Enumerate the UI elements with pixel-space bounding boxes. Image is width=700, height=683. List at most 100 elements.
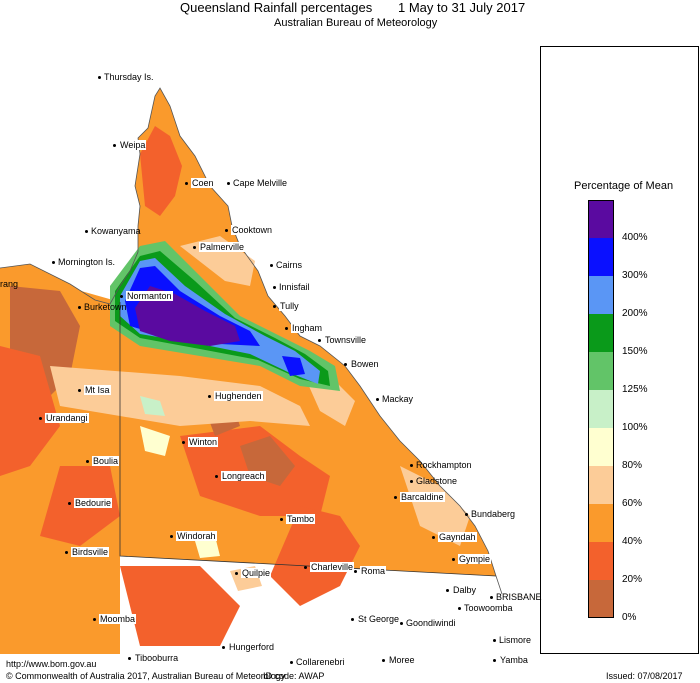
town-marker: [410, 480, 413, 484]
town-marker: [273, 305, 276, 309]
town-name: Quilpie: [241, 568, 272, 578]
footer-issued: Issued: 07/08/2017: [606, 671, 683, 681]
town-label: Winton: [182, 437, 219, 447]
legend-swatch: [588, 504, 614, 542]
town-label: Tambo: [280, 514, 316, 524]
footer-copyright: © Commonwealth of Australia 2017, Austra…: [6, 671, 286, 681]
town-name: Winton: [188, 437, 219, 447]
town-name: Mornington Is.: [58, 257, 116, 267]
legend-swatch: [588, 238, 614, 276]
town-marker: [452, 558, 455, 562]
legend-label: 300%: [622, 270, 648, 281]
town-marker: [78, 389, 81, 393]
town-name: Bowen: [350, 359, 380, 369]
town-name: Mt Isa: [84, 385, 111, 395]
town-marker: [113, 144, 116, 148]
town-label: Mackay: [376, 394, 413, 404]
town-label: Mornington Is.: [52, 257, 115, 267]
town-name: Dalby: [452, 585, 478, 595]
town-name: BRISBANE: [496, 592, 542, 602]
town-label: Quilpie: [235, 568, 272, 578]
town-marker: [400, 622, 403, 626]
town-label: Bowen: [344, 359, 380, 369]
town-marker: [351, 618, 354, 622]
town-marker: [344, 363, 347, 367]
town-name: Palmerville: [199, 242, 246, 252]
town-label: Barcaldine: [394, 492, 445, 502]
town-name: Charleville: [310, 562, 355, 572]
town-name: Yamba: [499, 655, 529, 665]
legend-label: 100%: [622, 422, 648, 433]
town-label: Birdsville: [65, 547, 110, 557]
town-label: Hughenden: [208, 391, 263, 401]
town-name: Bedourie: [74, 498, 113, 508]
map-title: Queensland Rainfall percentages 1 May to…: [180, 0, 525, 15]
town-marker: [225, 229, 228, 233]
legend-swatch: [588, 200, 614, 238]
town-label: Ingham: [285, 323, 324, 333]
town-name: Hughenden: [214, 391, 263, 401]
town-label: Goondiwindi: [400, 618, 456, 628]
town-marker: [65, 551, 68, 555]
town-name: Toowoomba: [464, 603, 513, 613]
town-name: Goondiwindi: [406, 618, 456, 628]
town-name: Innisfail: [279, 282, 310, 292]
town-label: Gayndah: [432, 532, 477, 542]
town-name: Rockhampton: [416, 460, 472, 470]
town-label: Toowoomba: [458, 603, 513, 613]
town-label: Cape Melville: [227, 178, 287, 188]
town-label: Hungerford: [222, 642, 276, 652]
town-name: Cape Melville: [233, 178, 288, 188]
legend-label: 125%: [622, 384, 648, 395]
footer-id-code: ID code: AWAP: [263, 671, 325, 681]
town-label: Windorah: [170, 531, 217, 541]
town-label: Lismore: [493, 635, 531, 645]
legend-swatch: [588, 428, 614, 466]
legend-swatch: [588, 390, 614, 428]
legend-label: 80%: [622, 460, 643, 471]
town-name: Ingham: [291, 323, 324, 333]
town-name: Normanton: [126, 291, 173, 301]
town-marker: [215, 475, 218, 479]
town-marker: [490, 596, 493, 600]
town-marker: [318, 339, 321, 343]
town-label: Mt Isa: [78, 385, 111, 395]
town-label: BRISBANE: [490, 592, 542, 602]
town-marker: [235, 572, 238, 576]
town-name: Barcaldine: [400, 492, 445, 502]
town-label: Burketown: [78, 302, 127, 312]
town-marker: [493, 659, 496, 663]
town-label: Bedourie: [68, 498, 113, 508]
town-marker: [304, 566, 307, 570]
town-marker: [465, 513, 468, 517]
town-label: Gladstone: [410, 476, 457, 486]
town-label: Cooktown: [225, 225, 274, 235]
town-label: Tully: [273, 301, 300, 311]
town-label: Weipa: [113, 140, 147, 150]
town-marker: [120, 295, 123, 299]
town-marker: [432, 536, 435, 540]
legend-swatch: [588, 580, 614, 618]
town-marker: [68, 502, 71, 506]
town-label: Moree: [382, 655, 416, 665]
town-marker: [382, 659, 385, 663]
town-label: Rockhampton: [410, 460, 472, 470]
town-name: Burketown: [84, 302, 127, 312]
town-label: Dalby: [446, 585, 478, 595]
town-marker: [185, 182, 188, 186]
town-name: Longreach: [221, 471, 266, 481]
town-marker: [52, 261, 55, 265]
town-marker: [78, 306, 81, 310]
town-name: Gayndah: [438, 532, 477, 542]
town-marker: [85, 230, 88, 234]
town-label: Normanton: [120, 291, 173, 301]
town-name: Bundaberg: [471, 509, 516, 519]
town-label: St George: [351, 614, 401, 624]
town-label: Townsville: [318, 335, 368, 345]
town-label: Yamba: [493, 655, 529, 665]
rainfall-map: [0, 46, 541, 654]
town-marker: [86, 460, 89, 464]
town-name: Cairns: [276, 260, 303, 270]
town-name: Tibooburra: [134, 653, 180, 663]
town-marker: [394, 496, 397, 500]
